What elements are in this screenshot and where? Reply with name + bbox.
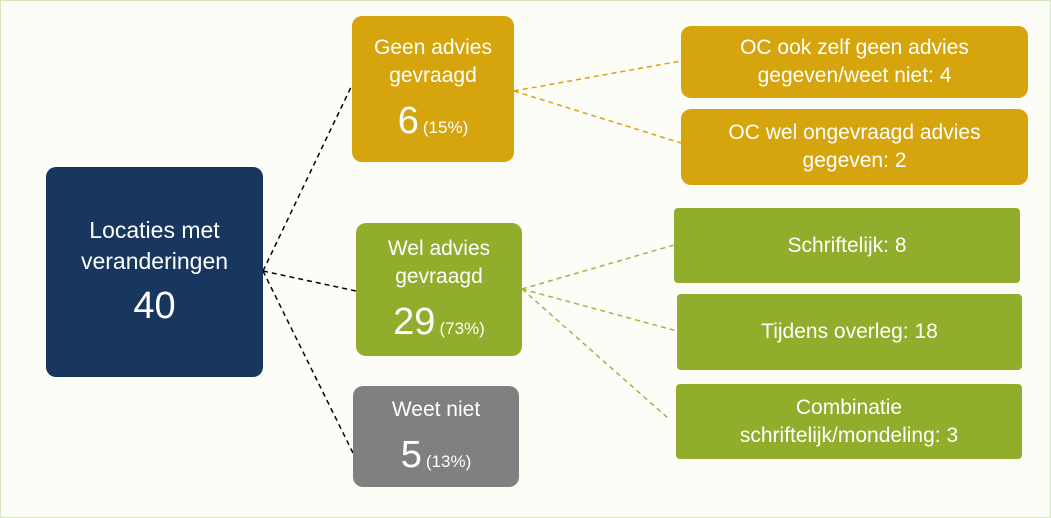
group-label: Wel advies: [387, 236, 491, 260]
detail-label: Tijdens overleg: 18: [761, 320, 938, 343]
root-node: Locaties met veranderingen 40: [46, 167, 263, 377]
group-label: Geen advies: [374, 36, 492, 59]
detail-label: OC ook zelf geen advies: [740, 36, 969, 59]
detail-node: Tijdens overleg: 18: [677, 294, 1022, 370]
detail-label: OC wel ongevraagd advies: [728, 121, 981, 144]
group-share: (13%): [425, 451, 472, 471]
connector: [513, 60, 682, 92]
group-node: Weet niet 5 (13%): [353, 386, 519, 487]
detail-label: gegeven: 2: [802, 149, 907, 172]
root-label: veranderingen: [80, 248, 229, 274]
connector: [262, 84, 353, 272]
group-count: 6: [397, 100, 419, 142]
group-node: Wel advies gevraagd 29 (73%): [356, 223, 522, 356]
connector: [262, 270, 357, 292]
group-figure: 6 (15%): [398, 98, 469, 144]
detail-label: gegeven/weet niet: 4: [757, 64, 952, 87]
connector: [262, 270, 354, 454]
group-share: (15%): [422, 118, 469, 137]
group-count: 29: [393, 300, 436, 343]
group-count: 5: [400, 433, 422, 476]
root-count: 40: [133, 285, 176, 327]
detail-node: Schriftelijk: 8: [674, 208, 1020, 283]
group-label: gevraagd: [389, 64, 477, 87]
group-label: Weet niet: [391, 397, 481, 421]
group-node: Geen advies gevraagd 6 (15%): [352, 16, 514, 162]
detail-label: Schriftelijk: 8: [787, 233, 907, 257]
detail-node: Combinatie schriftelijk/mondeling: 3: [676, 384, 1022, 459]
group-figure: 29 (73%): [393, 299, 485, 345]
connector: [521, 244, 675, 290]
connector: [521, 288, 670, 420]
group-share: (73%): [439, 318, 485, 338]
detail-node: OC wel ongevraagd advies gegeven: 2: [681, 109, 1028, 185]
connector: [513, 90, 682, 144]
root-label: Locaties met: [89, 217, 220, 243]
group-label: gevraagd: [395, 264, 483, 288]
group-figure: 5 (13%): [401, 432, 472, 478]
detail-label: schriftelijk/mondeling: 3: [739, 423, 959, 447]
detail-label: Combinatie: [795, 395, 903, 419]
detail-node: OC ook zelf geen advies gegeven/weet niet…: [681, 26, 1028, 98]
